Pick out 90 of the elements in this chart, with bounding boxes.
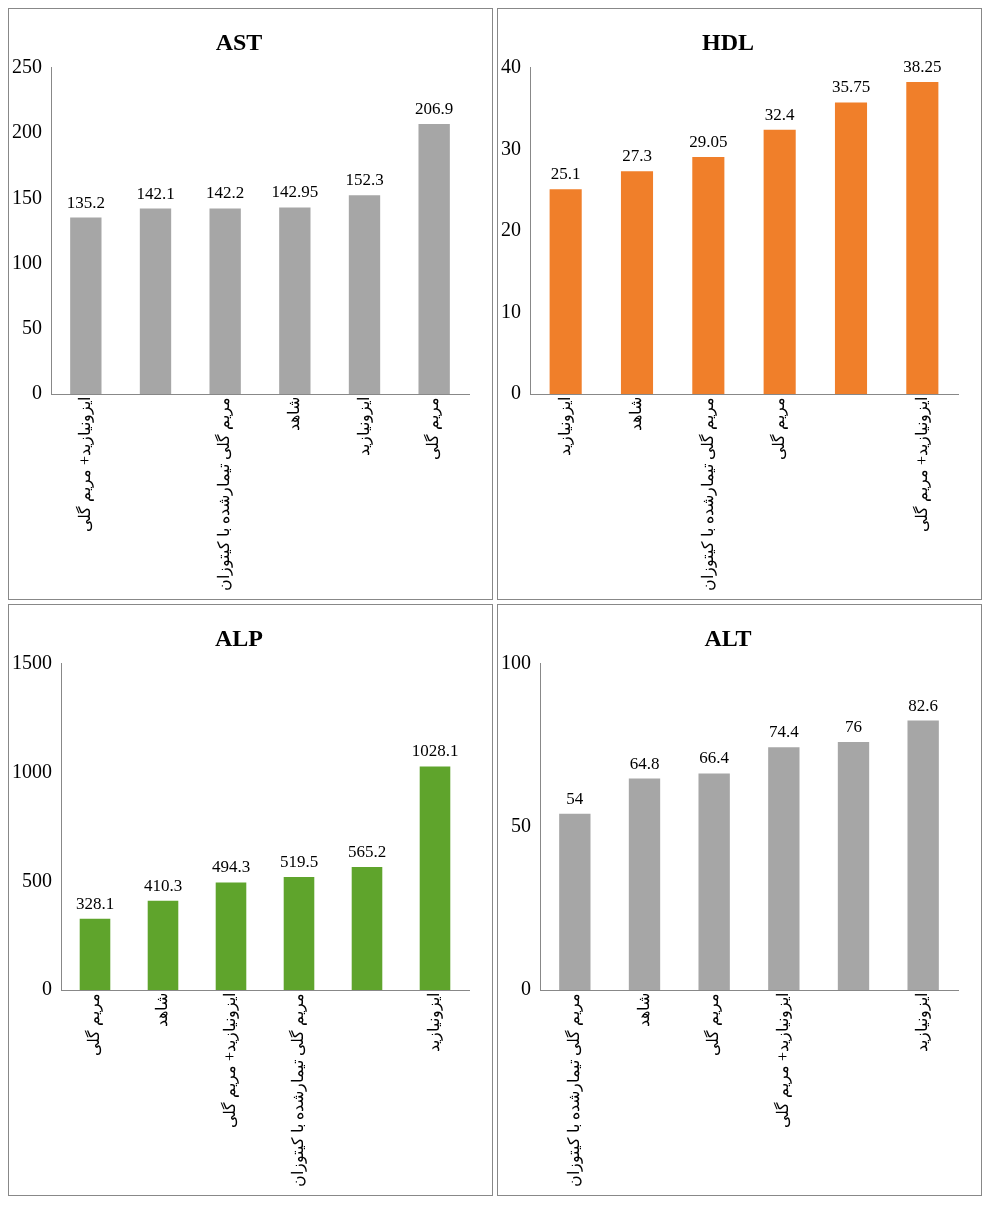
y-tick-label: 50	[22, 316, 42, 339]
x-tick-label: مریم گلی	[703, 993, 723, 1056]
bar	[559, 813, 591, 990]
data-label: 1028.1	[411, 741, 459, 761]
bar	[215, 882, 247, 990]
y-tick-label: 0	[521, 977, 531, 1000]
bar	[698, 773, 730, 990]
data-label: 82.6	[908, 695, 939, 715]
data-label: 410.3	[143, 875, 183, 895]
data-label: 35.75	[831, 77, 871, 97]
x-tick-label: مریم گلی تیمارشده با کیتوزان	[214, 397, 234, 591]
data-label: 64.8	[629, 753, 660, 773]
y-tick-label: 0	[42, 977, 52, 1000]
bar	[348, 195, 381, 394]
bar	[692, 157, 725, 394]
x-tick-label: مریم گلی	[84, 993, 104, 1056]
data-label: 54	[566, 788, 584, 808]
chart-title: ALT	[704, 624, 752, 651]
bar	[418, 124, 450, 394]
x-tick-label: ایزونیازید+ مریم گلی	[911, 397, 931, 533]
data-label: 74.4	[768, 722, 800, 742]
x-tick-label: شاهد	[634, 993, 652, 1027]
data-label: 27.3	[622, 146, 652, 166]
y-tick-label: 40	[501, 55, 521, 78]
data-label: 328.1	[75, 893, 115, 913]
data-label: 142.1	[136, 183, 175, 203]
bar	[906, 82, 939, 394]
data-label: 135.2	[66, 192, 105, 212]
y-tick-label: 500	[22, 868, 52, 891]
bar	[907, 720, 939, 990]
bar	[351, 867, 383, 990]
bar	[834, 102, 868, 394]
data-label: 76	[845, 717, 862, 737]
bar	[837, 742, 870, 990]
bar	[79, 918, 111, 990]
x-tick-label: ایزونیازید+ مریم گلی	[75, 397, 95, 533]
y-tick-label: 0	[32, 381, 42, 404]
data-label: 494.3	[211, 857, 251, 877]
y-tick-label: 0	[511, 381, 521, 404]
x-tick-label: مریم گلی تیمارشده با کیتوزان	[564, 993, 584, 1187]
y-tick-label: 150	[12, 185, 42, 208]
y-tick-label: 200	[12, 120, 42, 143]
x-tick-label: مریم گلی	[423, 397, 443, 460]
x-tick-label: ایزونیازید	[425, 993, 444, 1052]
chart-title: ALP	[215, 624, 263, 651]
bar	[139, 208, 172, 394]
data-label: 38.25	[903, 57, 942, 77]
x-tick-label: مریم گلی تیمارشده با کیتوزان	[697, 397, 717, 591]
x-tick-label: ایزونیازید+ مریم گلی	[773, 993, 793, 1129]
x-tick-label: ایزونیازید	[555, 397, 574, 456]
x-tick-label: مریم گلی	[768, 397, 788, 460]
bar	[628, 778, 661, 990]
bar	[147, 900, 179, 990]
x-tick-label: شاهد	[153, 993, 171, 1027]
bar	[70, 217, 102, 394]
x-tick-label: ایزونیازید	[913, 993, 932, 1052]
data-label: 152.3	[345, 170, 384, 190]
data-label: 142.95	[271, 182, 319, 202]
x-tick-label: ایزونیازید	[354, 397, 373, 456]
chart-title: AST	[215, 28, 263, 55]
x-tick-label: مریم گلی تیمارشده با کیتوزان	[288, 993, 308, 1187]
data-label: 66.4	[699, 748, 730, 768]
y-tick-label: 1500	[12, 651, 52, 674]
bar	[279, 207, 311, 394]
data-label: 519.5	[279, 851, 319, 871]
x-tick-label: شاهد	[627, 397, 645, 431]
chart-title: HDL	[701, 28, 755, 55]
bar	[209, 208, 241, 394]
bar	[419, 766, 451, 990]
data-label: 206.9	[415, 99, 454, 119]
y-tick-label: 100	[501, 651, 531, 674]
y-tick-label: 20	[501, 218, 521, 241]
data-label: 29.05	[689, 132, 728, 152]
bar	[763, 129, 796, 394]
bar	[283, 877, 315, 990]
y-tick-label: 50	[511, 814, 531, 837]
bar	[549, 189, 582, 394]
data-label: 142.2	[206, 183, 245, 203]
y-tick-label: 30	[501, 136, 521, 159]
bar	[768, 747, 800, 990]
data-label: 25.1	[550, 164, 581, 184]
y-tick-label: 100	[12, 250, 42, 273]
y-tick-label: 250	[12, 55, 42, 78]
bar	[620, 171, 654, 394]
data-label: 565.2	[347, 842, 387, 862]
data-label: 32.4	[764, 104, 796, 124]
x-tick-label: ایزونیازید+ مریم گلی	[220, 993, 240, 1129]
y-tick-label: 1000	[12, 759, 52, 782]
y-tick-label: 10	[501, 299, 521, 322]
x-tick-label: شاهد	[285, 397, 303, 431]
